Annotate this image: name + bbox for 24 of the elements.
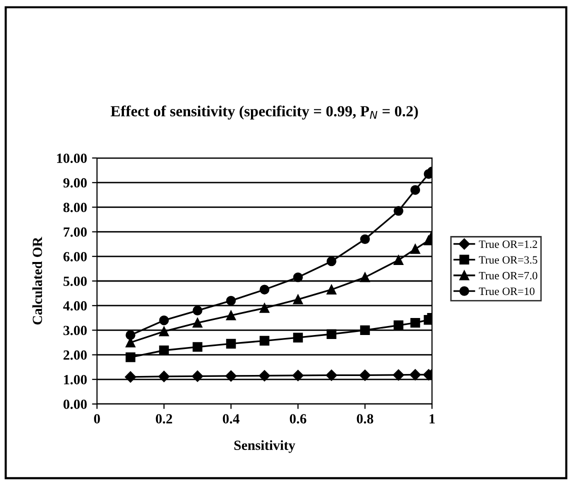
legend-label: True OR=7.0 [478,272,538,280]
y-tick-label: 2.00 [64,350,87,360]
x-axis-title: Sensitivity [234,440,296,453]
legend-label: True OR=10 [478,288,534,296]
y-tick-label: 4.00 [63,301,87,311]
x-tick-label: 1 [430,414,435,424]
y-tick-label: 10.00 [57,154,87,164]
y-tick-label: 9.00 [63,178,87,188]
chart-title: Effect of sensitivity (specificity = 0.99, P$_{N}$ = 0.2) [110,105,418,120]
y-tick-label: 1.00 [64,374,87,384]
x-tick-label: 0 [94,414,100,424]
y-tick-label: 8.00 [63,202,87,212]
y-tick-label: 5.00 [64,276,87,286]
y-tick-label: 3.00 [63,326,87,336]
x-tick-label: 0.4 [222,414,240,424]
legend-label: True OR=3.5 [478,256,538,264]
y-tick-label: 6.00 [63,252,87,262]
x-tick-label: 0.8 [356,414,374,424]
legend-label: True OR=1.2 [478,240,538,248]
y-axis-title: Calculated OR [32,236,42,324]
x-tick-label: 0.2 [156,414,172,424]
x-tick-label: 0.6 [290,414,306,424]
y-tick-label: 0.00 [64,400,87,410]
y-tick-label: 7.00 [64,227,87,237]
